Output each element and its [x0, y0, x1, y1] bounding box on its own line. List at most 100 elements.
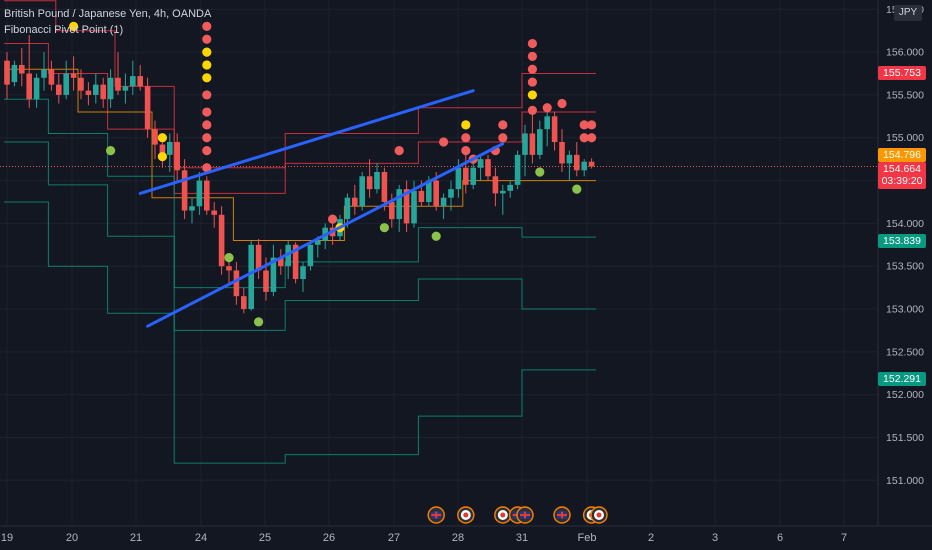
- signal-dot: [157, 151, 167, 162]
- signal-dot: [379, 223, 389, 233]
- target-icon-center: [463, 512, 469, 518]
- candle-up: [507, 184, 513, 191]
- candle-down: [211, 210, 217, 215]
- candle-up: [426, 180, 432, 202]
- signal-dot: [202, 47, 212, 57]
- y-tick-label: 155.500: [886, 89, 924, 101]
- candle-down: [559, 142, 565, 164]
- candle-down: [204, 180, 210, 211]
- candle-down: [226, 266, 232, 271]
- signal-dot: [527, 51, 538, 61]
- target-icon-center: [500, 512, 506, 518]
- candle-down: [78, 77, 84, 91]
- candle-down: [144, 86, 151, 130]
- y-tick-label: 156.000: [886, 47, 924, 59]
- x-tick-label: Feb: [578, 532, 597, 544]
- y-tick-label: 151.500: [886, 432, 924, 444]
- price-axis: [878, 0, 932, 550]
- signal-dot: [498, 133, 508, 143]
- resistance-price-value: 155.753: [883, 67, 921, 79]
- signal-dot: [157, 133, 167, 143]
- candle-up: [440, 197, 447, 207]
- signal-dot: [461, 120, 471, 130]
- candle-up: [566, 154, 573, 164]
- candle-down: [389, 201, 395, 220]
- candle-down: [551, 116, 558, 143]
- support-price-value-1: 153.839: [883, 235, 921, 247]
- candle-down: [403, 189, 410, 224]
- support-price-value-2: 152.291: [883, 373, 921, 385]
- x-tick-label: 6: [777, 532, 783, 544]
- signal-dot: [542, 103, 552, 113]
- candle-up: [374, 172, 380, 190]
- x-tick-label: 25: [259, 532, 271, 544]
- support-price-tag-1: 153.839: [878, 234, 926, 248]
- candle-down: [381, 172, 388, 202]
- pivot-line-support: [4, 141, 596, 331]
- x-tick-label: 2: [648, 532, 654, 544]
- pivot-price-tag: 154.796: [878, 148, 926, 162]
- candle-up: [344, 197, 351, 220]
- symbol-title[interactable]: British Pound / Japanese Yen, 4h, OANDA: [4, 8, 212, 20]
- signal-dot: [527, 64, 538, 74]
- signal-dot: [557, 98, 567, 109]
- candle-up: [307, 244, 314, 267]
- candle-down: [152, 129, 158, 145]
- signal-dot: [202, 107, 212, 117]
- candle-up: [93, 84, 99, 95]
- candle-up: [41, 69, 47, 78]
- chart-legend: British Pound / Japanese Yen, 4h, OANDA …: [4, 6, 211, 38]
- y-tick-label: 152.000: [886, 389, 924, 401]
- candle-down: [418, 190, 425, 202]
- signal-dot: [328, 214, 338, 224]
- candle-down: [70, 73, 77, 78]
- candle-down: [4, 60, 10, 85]
- candle-down: [255, 244, 262, 271]
- candle-down: [485, 159, 491, 177]
- candle-up: [300, 266, 306, 280]
- candle-down: [100, 84, 106, 100]
- x-tick-label: 20: [66, 532, 78, 544]
- signal-dot: [394, 145, 404, 156]
- signal-dot: [202, 120, 212, 130]
- currency-badge[interactable]: JPY: [894, 5, 922, 21]
- target-icon-center: [596, 512, 602, 518]
- candle-up: [122, 86, 129, 91]
- x-tick-label: 7: [841, 532, 847, 544]
- candle-up: [359, 176, 365, 207]
- candle-up: [448, 189, 454, 198]
- candle-up: [270, 257, 277, 292]
- x-tick-label: 27: [388, 532, 400, 544]
- signal-dot: [535, 167, 545, 177]
- signal-dot: [202, 133, 212, 143]
- candle-down: [181, 170, 188, 211]
- indicator-label[interactable]: Fibonacci Pivot Point (1): [4, 24, 124, 36]
- candle-up: [411, 190, 417, 224]
- candle-down: [218, 214, 225, 267]
- candle-down: [56, 84, 62, 95]
- current-price-tag: 154.664 03:39:20: [878, 162, 926, 189]
- signal-dot: [461, 145, 471, 156]
- trendline: [146, 142, 505, 328]
- x-tick-label: 19: [1, 532, 13, 544]
- pivot-line-pivot: [4, 68, 596, 242]
- trendline: [138, 89, 475, 195]
- signal-dot: [431, 231, 441, 241]
- candle-up: [522, 133, 528, 155]
- x-tick-label: 31: [516, 532, 528, 544]
- x-tick-label: 28: [452, 532, 464, 544]
- y-tick-label: 153.500: [886, 261, 924, 273]
- candle-down: [529, 133, 536, 155]
- candle-down: [115, 77, 121, 91]
- candle-down: [233, 270, 240, 297]
- candle-down: [352, 197, 358, 207]
- candle-up: [477, 159, 484, 168]
- candle-up: [514, 154, 521, 185]
- candle-up: [248, 244, 254, 310]
- y-tick-label: 153.000: [886, 304, 924, 316]
- candle-up: [500, 190, 506, 194]
- y-tick-label: 152.500: [886, 346, 924, 358]
- candle-up: [167, 142, 173, 155]
- candle-up: [396, 189, 402, 220]
